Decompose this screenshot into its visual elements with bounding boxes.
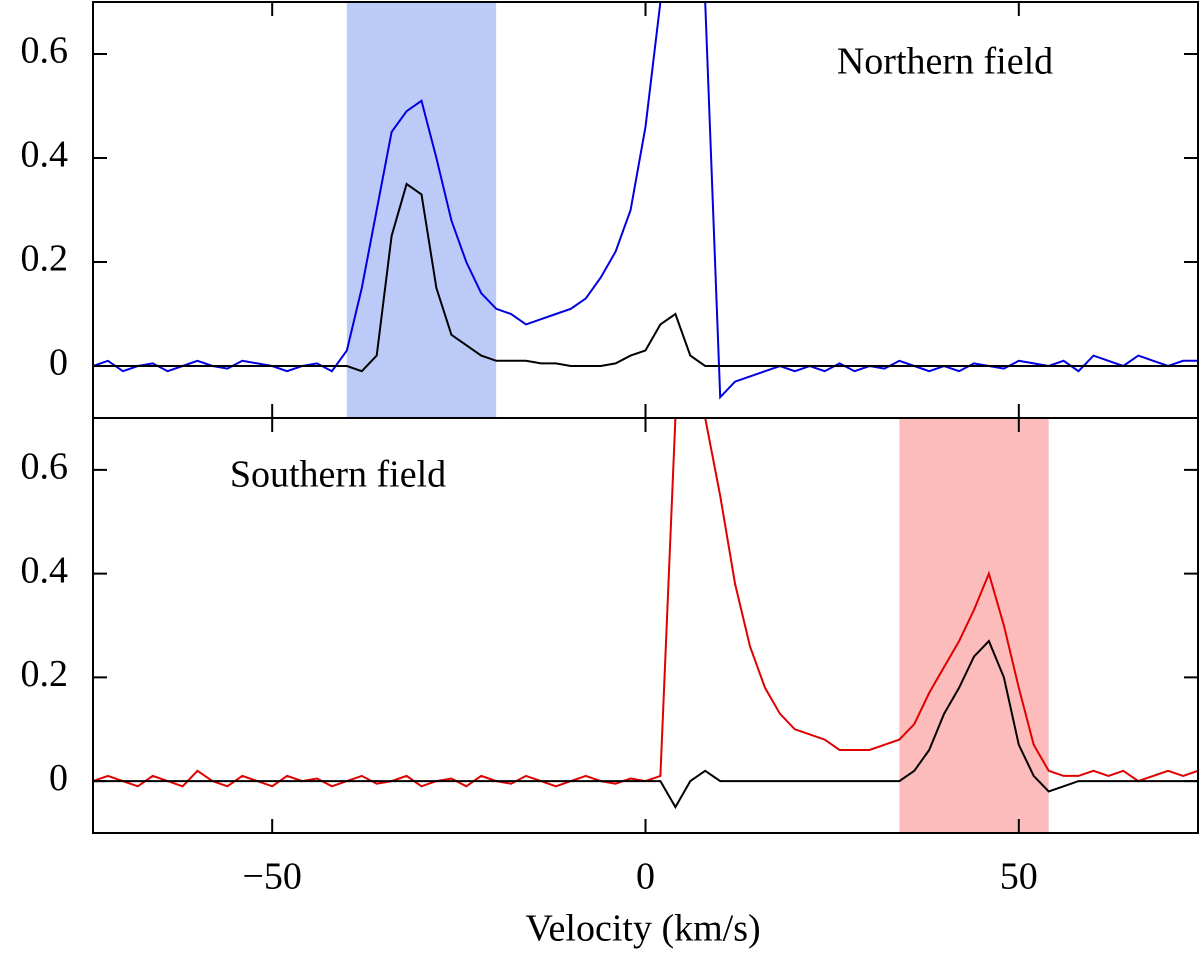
y-tick-label: 0 — [49, 342, 68, 384]
shaded-band — [346, 2, 497, 418]
y-tick-label: 0.4 — [21, 549, 69, 591]
x-tick-label: −50 — [242, 856, 301, 898]
shaded-band — [899, 418, 1049, 833]
series-line — [93, 182, 1198, 373]
x-tick-label: 0 — [636, 856, 655, 898]
y-tick-label: 0.4 — [21, 134, 69, 176]
x-axis-label: Velocity (km/s) — [525, 908, 760, 950]
y-tick-label: 0.6 — [21, 30, 69, 72]
annotation: Northern field — [837, 41, 1053, 83]
x-tick-label: 50 — [1000, 856, 1038, 898]
series-line — [93, 2, 1198, 400]
annotation: Southern field — [230, 454, 446, 496]
series-line — [93, 639, 1198, 810]
y-tick-label: 0.2 — [21, 653, 69, 695]
y-tick-label: 0.2 — [21, 238, 69, 280]
y-tick-label: 0 — [49, 757, 68, 799]
y-tick-label: 0.6 — [21, 446, 69, 488]
